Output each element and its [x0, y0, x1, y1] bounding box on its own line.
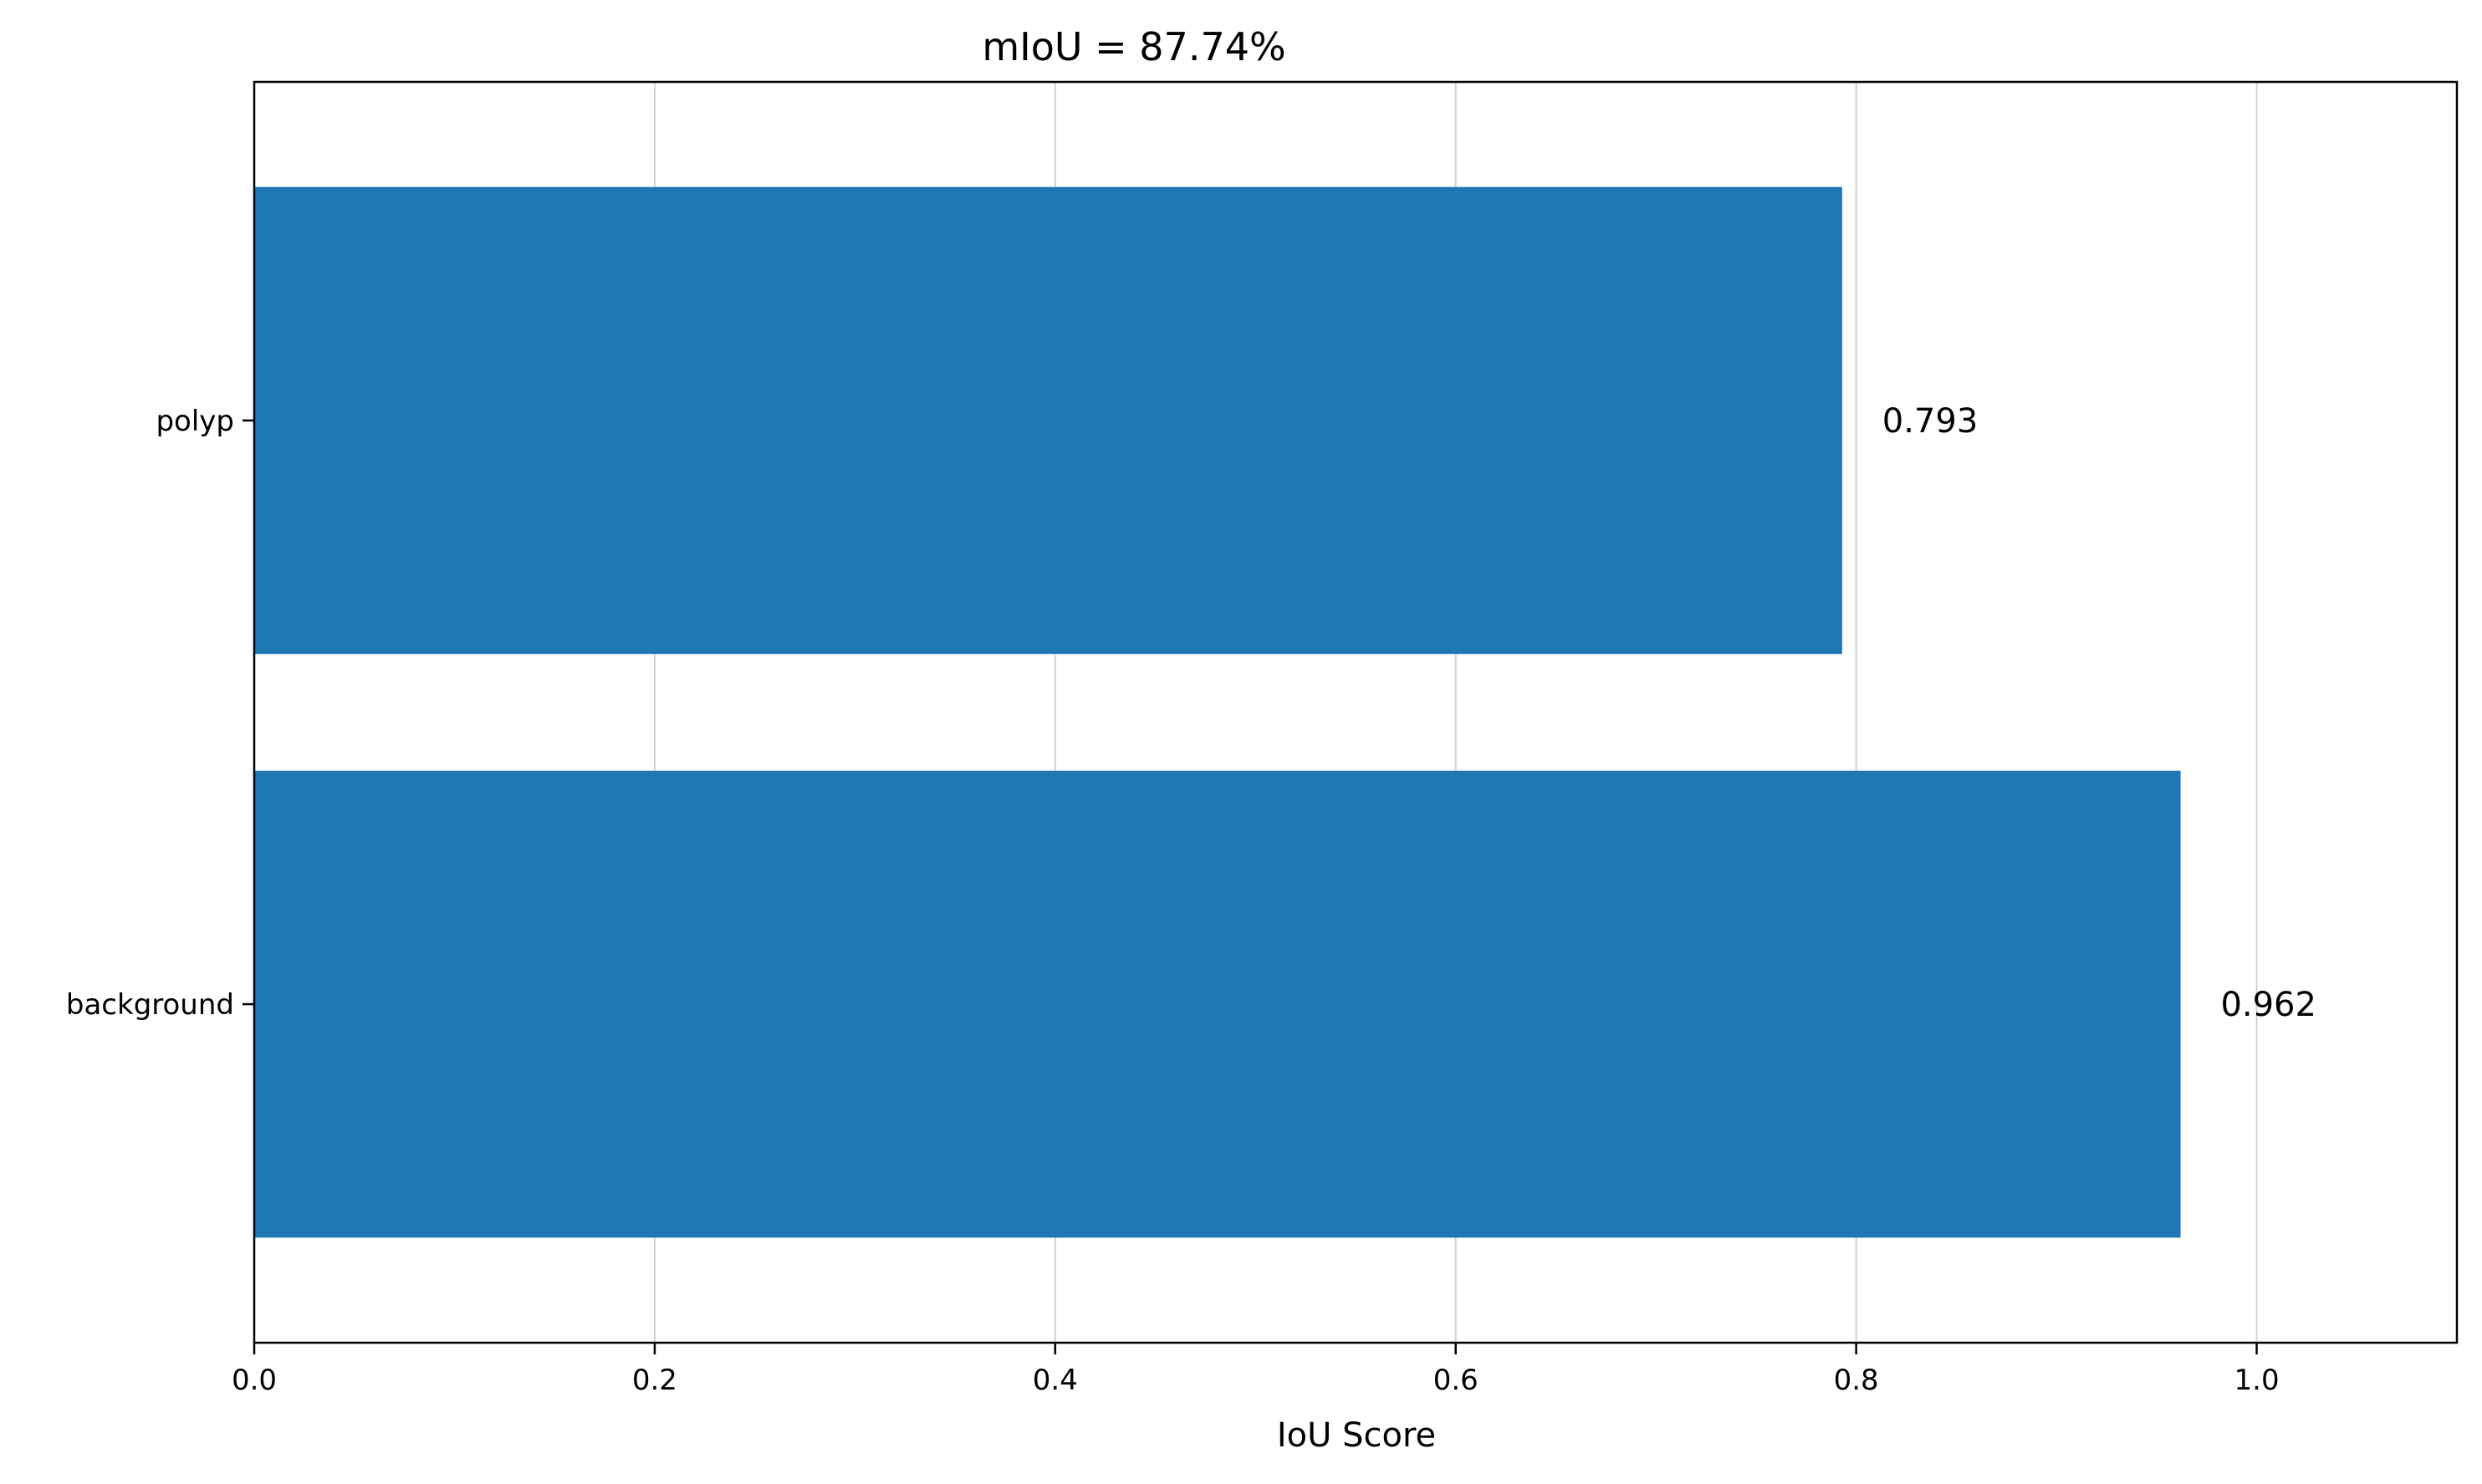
y-tick-label-polyp: polyp: [156, 405, 234, 438]
x-axis-label: IoU Score: [1277, 1416, 1436, 1455]
value-label-polyp: 0.793: [1882, 402, 1979, 441]
x-tick-label: 0.4: [1033, 1364, 1078, 1397]
x-tick-label: 0.0: [232, 1364, 277, 1397]
x-tick-label: 0.8: [1834, 1364, 1879, 1397]
value-labels: 0.962 0.793: [1882, 402, 2316, 1024]
value-label-background: 0.962: [2220, 986, 2316, 1024]
chart-title: mIoU = 87.74%: [982, 24, 1285, 69]
x-tick-label: 0.6: [1433, 1364, 1478, 1397]
y-tick-label-background: background: [66, 988, 234, 1022]
bar-polyp: [254, 186, 1842, 655]
plot-frame: [253, 80, 2459, 1344]
bars: [254, 186, 2181, 1238]
x-tick-label: 0.2: [632, 1364, 677, 1397]
bar-background: [254, 770, 2181, 1238]
x-tick-label: 1.0: [2234, 1364, 2280, 1397]
y-axis-ticks: background polyp: [66, 405, 254, 1022]
x-axis-ticks: 0.0 0.2 0.4 0.6 0.8 1.0: [232, 1343, 2280, 1397]
